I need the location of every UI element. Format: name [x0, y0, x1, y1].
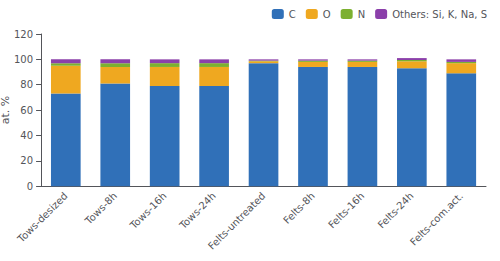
- svg-text:N: N: [358, 9, 365, 20]
- svg-text:0: 0: [27, 181, 33, 192]
- svg-text:60: 60: [20, 105, 33, 116]
- svg-text:Felts-untreated: Felts-untreated: [206, 190, 267, 251]
- svg-text:Felts-com.act.: Felts-com.act.: [408, 190, 465, 247]
- svg-text:20: 20: [20, 155, 33, 166]
- svg-text:O: O: [323, 9, 331, 20]
- svg-text:Tows-desized: Tows-desized: [15, 190, 70, 245]
- svg-text:at. %: at. %: [0, 96, 12, 125]
- svg-text:100: 100: [14, 54, 33, 65]
- svg-text:Felts-24h: Felts-24h: [376, 190, 416, 230]
- svg-text:Felts-16h: Felts-16h: [326, 190, 366, 230]
- svg-text:Tows-8h: Tows-8h: [82, 190, 119, 227]
- svg-text:Tows-16h: Tows-16h: [127, 190, 168, 231]
- svg-text:120: 120: [14, 29, 33, 40]
- svg-text:Tows-24h: Tows-24h: [177, 190, 218, 231]
- svg-text:Felts-8h: Felts-8h: [281, 190, 317, 226]
- svg-text:80: 80: [20, 79, 33, 90]
- svg-text:40: 40: [20, 130, 33, 141]
- svg-text:Others: Si, K, Na, S: Others: Si, K, Na, S: [392, 9, 487, 20]
- svg-text:C: C: [289, 9, 296, 20]
